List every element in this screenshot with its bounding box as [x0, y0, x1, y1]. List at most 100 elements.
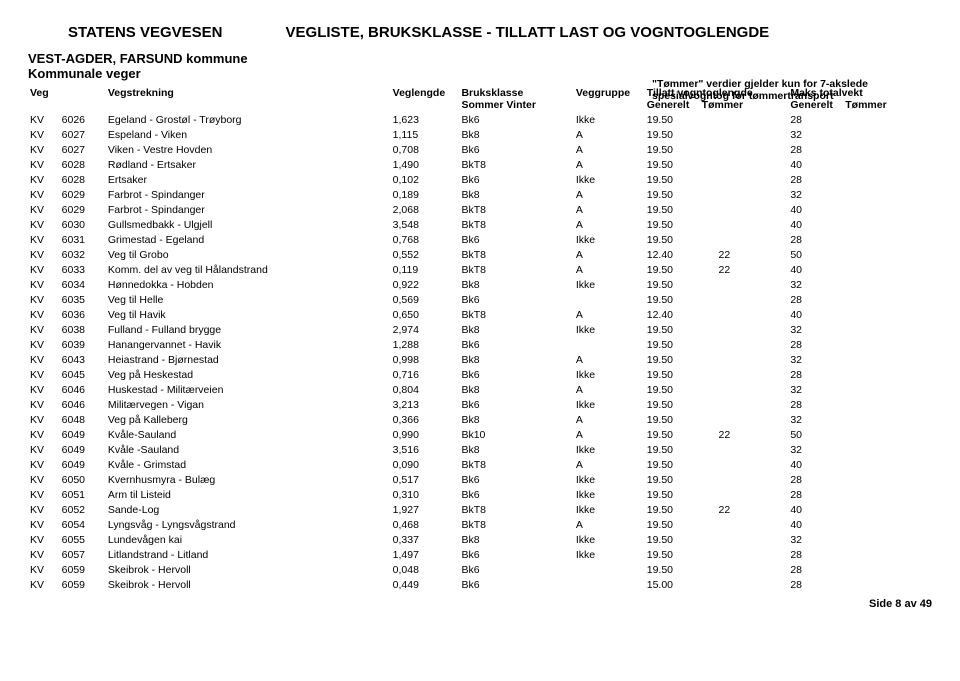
cell-strekning: Komm. del av veg til Hålandstrand: [106, 262, 391, 277]
cell-gruppe: A: [574, 412, 645, 427]
cell-tillatt-gen: 19.50: [645, 202, 717, 217]
cell-maks-gen: 32: [788, 412, 860, 427]
cell-gruppe: Ikke: [574, 112, 645, 127]
cell-no: 6028: [60, 157, 106, 172]
cell-lengde: 0,189: [391, 187, 460, 202]
cell-maks-tmr: [860, 457, 932, 472]
cell-bk: Bk6: [459, 142, 573, 157]
cell-no: 6055: [60, 532, 106, 547]
cell-tillatt-gen: 19.50: [645, 127, 717, 142]
cell-gruppe: Ikke: [574, 367, 645, 382]
cell-tillatt-tmr: 22: [717, 502, 789, 517]
cell-tillatt-gen: 19.50: [645, 382, 717, 397]
cell-lengde: 0,804: [391, 382, 460, 397]
cell-gruppe: Ikke: [574, 502, 645, 517]
cell-maks-tmr: [860, 112, 932, 127]
cell-strekning: Litlandstrand - Litland: [106, 547, 391, 562]
cell-maks-tmr: [860, 262, 932, 277]
cell-gruppe: A: [574, 247, 645, 262]
cell-strekning: Arm til Listeid: [106, 487, 391, 502]
cell-tillatt-gen: 15.00: [645, 577, 717, 592]
table-row: KV6039Hanangervannet - Havik1,288Bk619.5…: [28, 337, 932, 352]
cell-bk: Bk6: [459, 337, 573, 352]
page-title: VEGLISTE, BRUKSKLASSE - TILLATT LAST OG …: [286, 24, 770, 41]
cell-bk: Bk8: [459, 532, 573, 547]
cell-lengde: 1,490: [391, 157, 460, 172]
cell-maks-tmr: [860, 472, 932, 487]
table-row: KV6049Kvåle-Sauland0,990Bk10A19.502250: [28, 427, 932, 442]
cell-bk: Bk6: [459, 292, 573, 307]
cell-tillatt-tmr: [717, 397, 789, 412]
cell-maks-gen: 28: [788, 112, 860, 127]
cell-maks-gen: 50: [788, 247, 860, 262]
cell-maks-gen: 40: [788, 457, 860, 472]
table-row: KV6046Huskestad - Militærveien0,804Bk8A1…: [28, 382, 932, 397]
cell-tillatt-tmr: [717, 352, 789, 367]
cell-tillatt-gen: 19.50: [645, 472, 717, 487]
cell-tillatt-gen: 19.50: [645, 427, 717, 442]
cell-maks-tmr: [860, 442, 932, 457]
cell-veg: KV: [28, 277, 60, 292]
cell-no: 6043: [60, 352, 106, 367]
cell-maks-tmr: [860, 247, 932, 262]
cell-maks-gen: 32: [788, 187, 860, 202]
cell-strekning: Viken - Vestre Hovden: [106, 142, 391, 157]
cell-strekning: Espeland - Viken: [106, 127, 391, 142]
cell-bk: Bk6: [459, 367, 573, 382]
cell-bk: Bk6: [459, 472, 573, 487]
cell-bk: BkT8: [459, 217, 573, 232]
col-veggruppe: Veggruppe: [574, 85, 645, 112]
cell-no: 6026: [60, 112, 106, 127]
cell-veg: KV: [28, 142, 60, 157]
cell-tillatt-gen: 12.40: [645, 307, 717, 322]
table-row: KV6043Heiastrand - Bjørnestad0,998Bk8A19…: [28, 352, 932, 367]
cell-lengde: 2,974: [391, 322, 460, 337]
table-row: KV6033Komm. del av veg til Hålandstrand0…: [28, 262, 932, 277]
cell-strekning: Grimestad - Egeland: [106, 232, 391, 247]
cell-maks-tmr: [860, 337, 932, 352]
cell-tillatt-gen: 19.50: [645, 292, 717, 307]
cell-tillatt-tmr: [717, 532, 789, 547]
cell-veg: KV: [28, 367, 60, 382]
cell-veg: KV: [28, 352, 60, 367]
cell-veg: KV: [28, 517, 60, 532]
cell-tillatt-tmr: [717, 337, 789, 352]
cell-tillatt-gen: 19.50: [645, 532, 717, 547]
cell-bk: Bk8: [459, 352, 573, 367]
cell-maks-tmr: [860, 382, 932, 397]
cell-maks-tmr: [860, 232, 932, 247]
cell-lengde: 3,213: [391, 397, 460, 412]
cell-veg: KV: [28, 292, 60, 307]
cell-no: 6027: [60, 127, 106, 142]
cell-gruppe: A: [574, 262, 645, 277]
cell-maks-tmr: [860, 187, 932, 202]
cell-lengde: 0,708: [391, 142, 460, 157]
cell-maks-tmr: [860, 352, 932, 367]
cell-lengde: 0,468: [391, 517, 460, 532]
cell-maks-gen: 28: [788, 562, 860, 577]
cell-gruppe: A: [574, 382, 645, 397]
cell-lengde: 0,048: [391, 562, 460, 577]
cell-tillatt-tmr: [717, 292, 789, 307]
cell-lengde: 0,310: [391, 487, 460, 502]
cell-gruppe: Ikke: [574, 487, 645, 502]
cell-maks-gen: 32: [788, 442, 860, 457]
cell-bk: Bk8: [459, 412, 573, 427]
cell-gruppe: [574, 292, 645, 307]
cell-no: 6057: [60, 547, 106, 562]
table-row: KV6030Gullsmedbakk - Ulgjell3,548BkT8A19…: [28, 217, 932, 232]
cell-lengde: 0,366: [391, 412, 460, 427]
cell-tillatt-tmr: [717, 127, 789, 142]
cell-no: 6049: [60, 442, 106, 457]
cell-gruppe: Ikke: [574, 547, 645, 562]
cell-lengde: 3,516: [391, 442, 460, 457]
cell-lengde: 0,552: [391, 247, 460, 262]
cell-no: 6049: [60, 457, 106, 472]
table-row: KV6045Veg på Heskestad0,716Bk6Ikke19.502…: [28, 367, 932, 382]
cell-no: 6054: [60, 517, 106, 532]
cell-veg: KV: [28, 457, 60, 472]
cell-tillatt-tmr: [717, 307, 789, 322]
cell-maks-gen: 28: [788, 547, 860, 562]
cell-gruppe: Ikke: [574, 472, 645, 487]
cell-veg: KV: [28, 307, 60, 322]
